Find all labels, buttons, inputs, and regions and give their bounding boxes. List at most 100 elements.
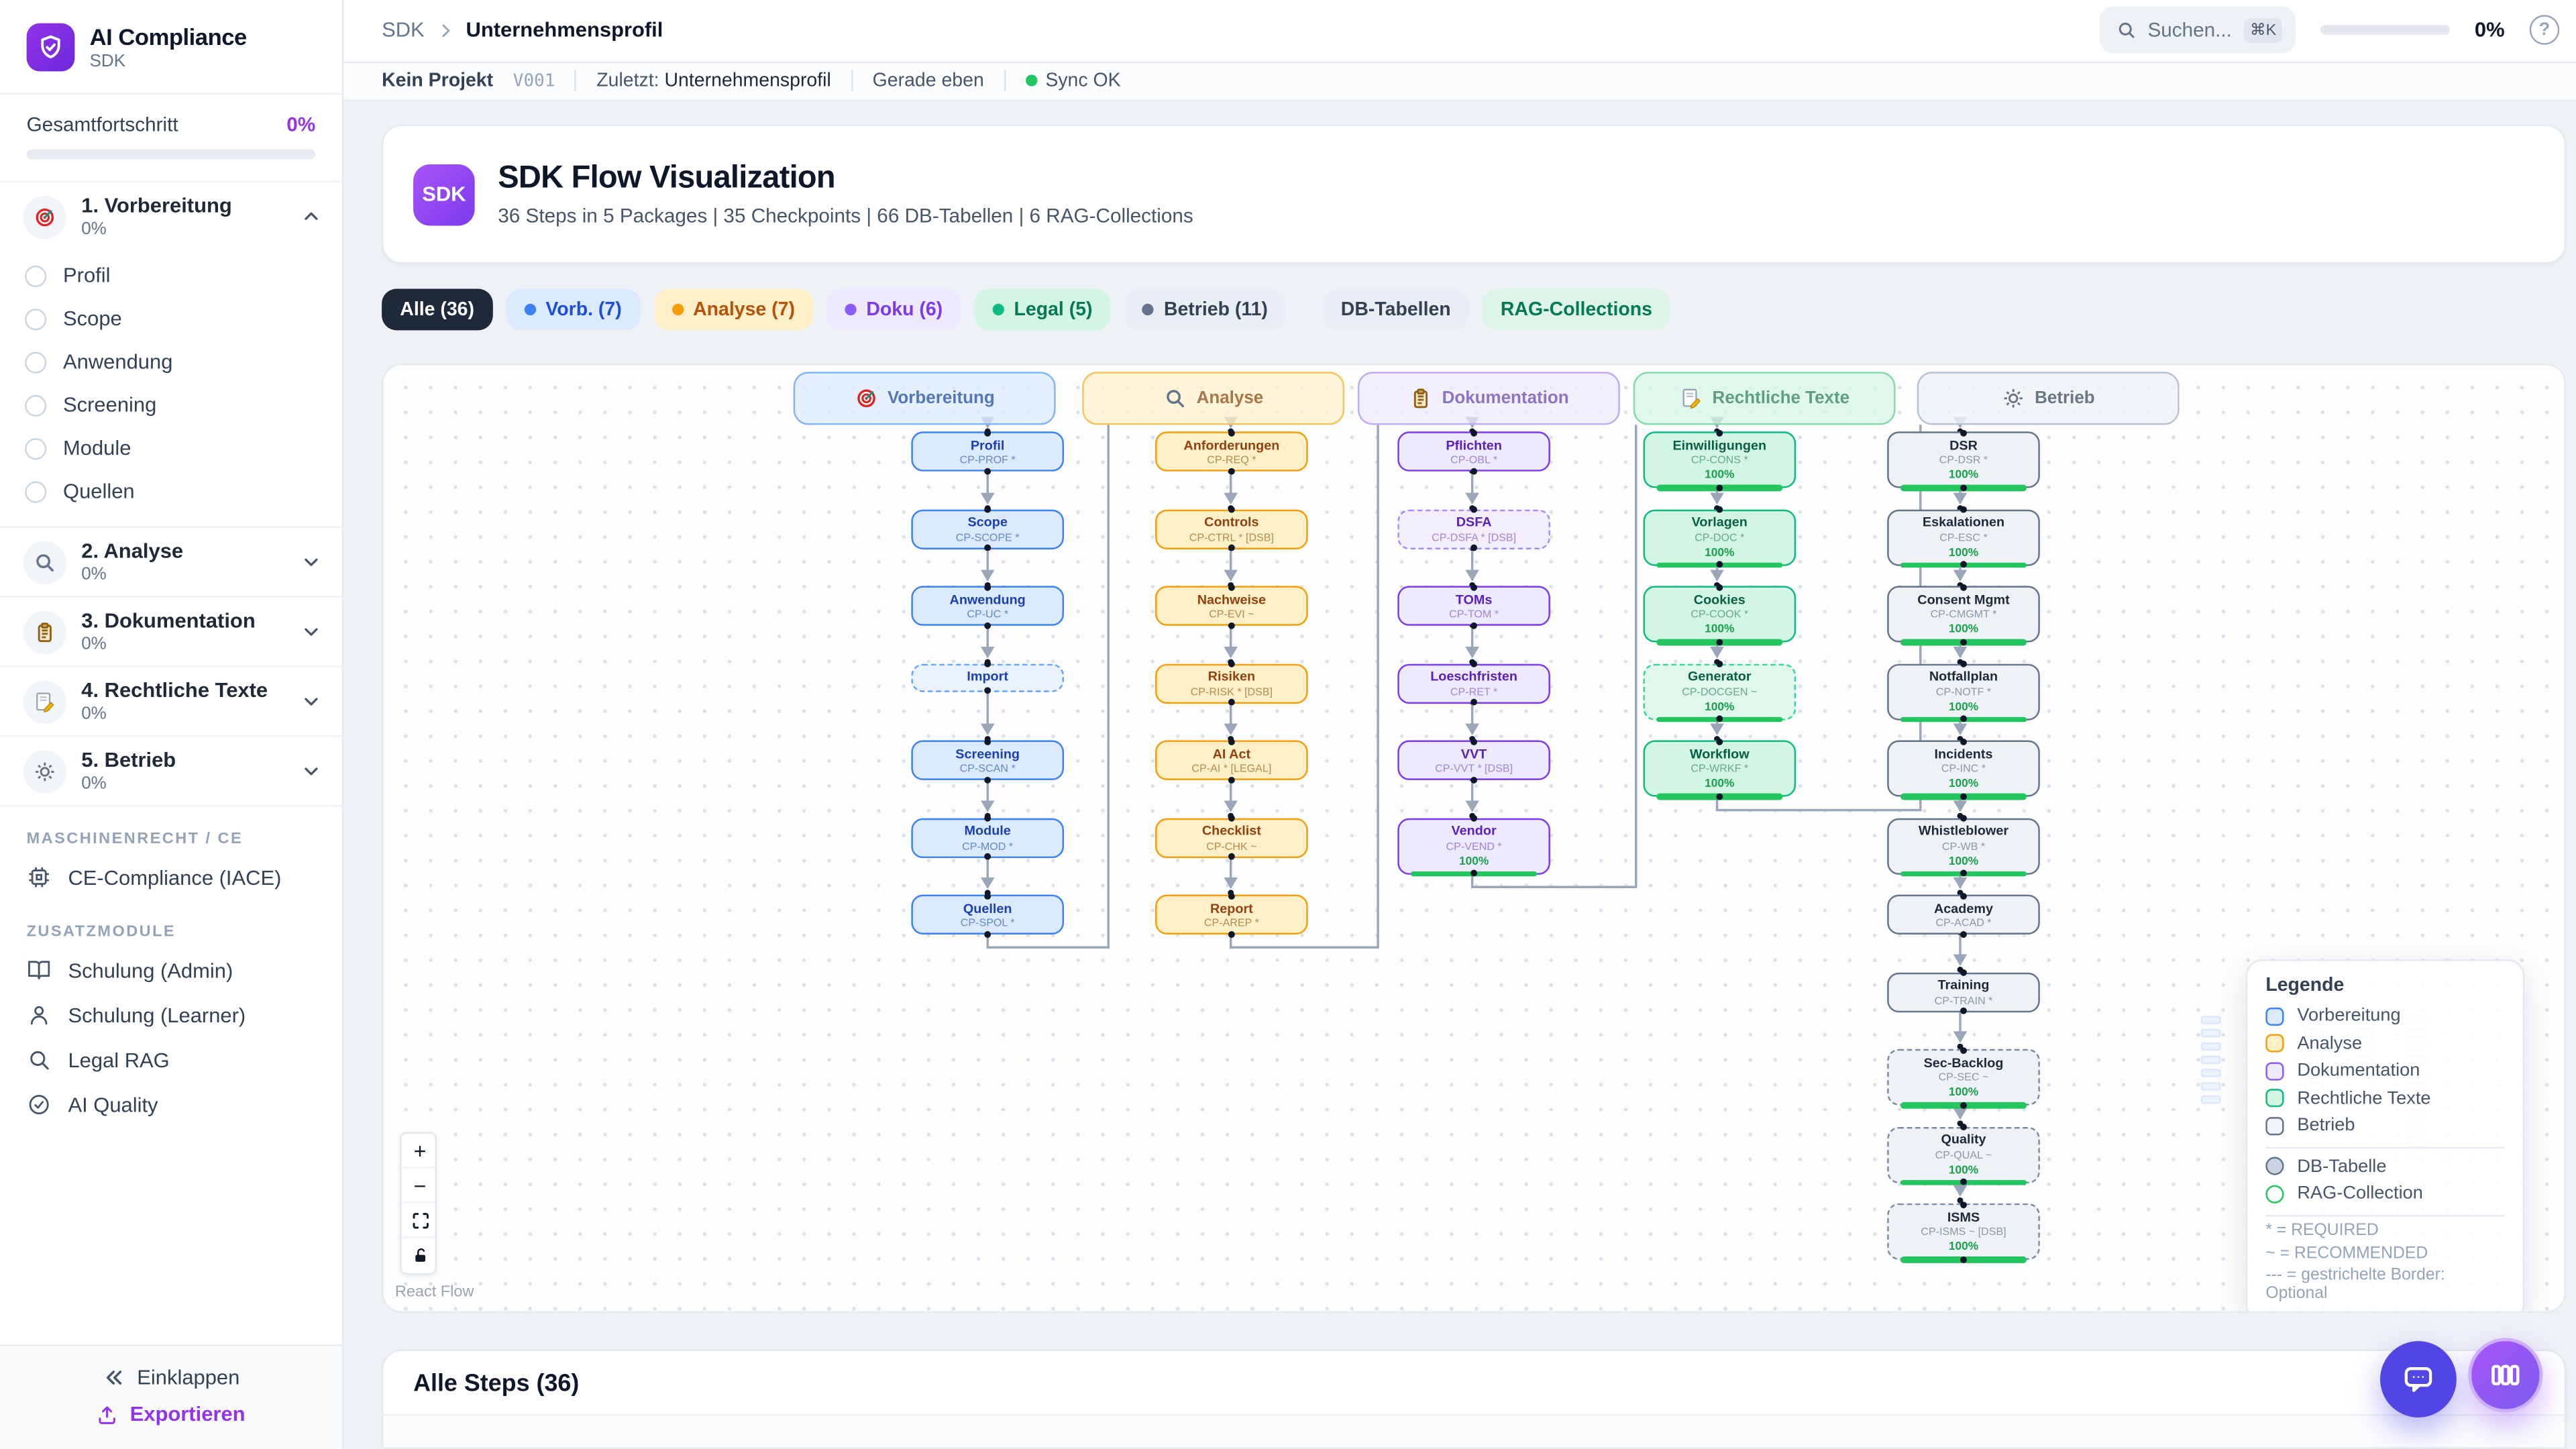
flow-node-module[interactable]: Module CP-MOD * [911, 814, 1064, 860]
filter-chip-legal[interactable]: Legal (5) [974, 288, 1111, 331]
flow-node-scope[interactable]: Scope CP-SCOPE * [911, 506, 1064, 551]
flow-node-quality[interactable]: Quality CP-QUAL ~ 100% [1887, 1124, 2040, 1186]
flow-node-ai-act[interactable]: AI Act CP-AI * [LEGAL] [1155, 737, 1308, 783]
flow-node-training[interactable]: Training CP-TRAIN * [1887, 969, 2040, 1014]
sidebar-section-1[interactable]: 1. Vorbereitung 0% [0, 182, 342, 250]
node-title: Import [967, 669, 1008, 684]
flow-node-notfallplan[interactable]: Notfallplan CP-NOTF * 100% [1887, 660, 2040, 723]
flow-node-consent-mgmt[interactable]: Consent Mgmt CP-CMGMT * 100% [1887, 583, 2040, 646]
sidebar-item-profil[interactable]: Profil [0, 254, 342, 297]
lock-button[interactable] [401, 1238, 435, 1273]
flow-node-dsr[interactable]: DSR CP-DSR * 100% [1887, 429, 2040, 492]
memo-icon [1679, 386, 1703, 410]
sidebar-item-ce-compliance-iace-[interactable]: CE-Compliance (IACE) [0, 855, 342, 900]
filter-chip-doku[interactable]: Doku (6) [826, 288, 961, 331]
filter-chip-betrieb[interactable]: Betrieb (11) [1124, 288, 1287, 331]
app-subtitle: SDK [89, 51, 126, 72]
collapse-sidebar-button[interactable]: Einklappen [102, 1366, 239, 1389]
magnifier-icon [23, 540, 66, 584]
breadcrumb-root[interactable]: SDK [382, 19, 425, 42]
sidebar-item-scope[interactable]: Scope [0, 297, 342, 340]
flow-node-anwendung[interactable]: Anwendung CP-UC * [911, 583, 1064, 629]
flow-node-incidents[interactable]: Incidents CP-INC * 100% [1887, 737, 2040, 800]
sidebar-item-schulung-learner-[interactable]: Schulung (Learner) [0, 993, 342, 1038]
sidebar-section-label: 3. Dokumentation [81, 609, 256, 633]
flow-node-toms[interactable]: TOMs CP-TOM * [1397, 583, 1550, 629]
node-code: CP-VEND * [1446, 841, 1502, 853]
search-input[interactable]: Suchen... ⌘K [2099, 7, 2296, 54]
check-circle-icon [27, 1092, 52, 1117]
sidebar-section-4[interactable]: 4. Rechtliche Texte 0% [0, 667, 342, 735]
chat-fab[interactable] [2380, 1341, 2457, 1417]
flow-node-import[interactable]: Import [911, 660, 1064, 694]
flow-node-screening[interactable]: Screening CP-SCAN * [911, 737, 1064, 783]
sidebar-item-schulung-admin-[interactable]: Schulung (Admin) [0, 948, 342, 993]
sidebar-item-anwendung[interactable]: Anwendung [0, 340, 342, 383]
flow-node-vvt[interactable]: VVT CP-VVT * [DSB] [1397, 737, 1550, 783]
overall-progress-bar [26, 149, 316, 160]
flow-canvas[interactable]: Vorbereitung Profil CP-PROF * Scope CP-SCOPE… [382, 363, 2567, 1313]
sidebar-item-screening[interactable]: Screening [0, 384, 342, 427]
zoom-in-button[interactable]: + [401, 1133, 435, 1169]
minimap-node [2200, 1029, 2221, 1038]
flow-node-eskalationen[interactable]: Eskalationen CP-ESC * 100% [1887, 506, 2040, 569]
flow-node-generator[interactable]: Generator CP-DOCGEN ~ 100% [1643, 660, 1796, 723]
flow-node-loeschfristen[interactable]: Loeschfristen CP-RET * [1397, 660, 1550, 706]
flow-node-pflichten[interactable]: Pflichten CP-OBL * [1397, 429, 1550, 474]
page-title: SDK Flow Visualization [498, 161, 835, 196]
flow-node-workflow[interactable]: Workflow CP-WRKF * 100% [1643, 737, 1796, 800]
flow-node-nachweise[interactable]: Nachweise CP-EVI ~ [1155, 583, 1308, 629]
filter-chip-rag[interactable]: RAG-Collections [1482, 288, 1671, 331]
sidebar-item-ai-quality[interactable]: AI Quality [0, 1082, 342, 1127]
flow-node-isms[interactable]: ISMS CP-ISMS ~ [DSB] 100% [1887, 1201, 2040, 1263]
node-code: CP-CHK ~ [1206, 841, 1257, 853]
filter-chip-db[interactable]: DB-Tabellen [1322, 288, 1469, 331]
node-title: Scope [967, 515, 1008, 530]
flow-node-vendor[interactable]: Vendor CP-VEND * 100% [1397, 814, 1550, 877]
flow-node-anforderungen[interactable]: Anforderungen CP-REQ * [1155, 429, 1308, 474]
sidebar-item-label: Legal RAG [68, 1048, 170, 1072]
filter-chip-vorbereitung[interactable]: Vorb. (7) [506, 288, 640, 331]
filter-chip-all[interactable]: Alle (36) [382, 288, 493, 331]
node-progress-bar [1900, 1179, 2027, 1186]
overall-progress: Gesamtfortschritt 0% [0, 95, 342, 183]
flow-node-report[interactable]: Report CP-AREP * [1155, 892, 1308, 937]
flow-group-header-legal[interactable]: Rechtliche Texte [1633, 372, 1896, 425]
help-icon[interactable]: ? [2529, 15, 2560, 46]
overall-progress-value: 0% [286, 113, 316, 136]
flow-node-profil[interactable]: Profil CP-PROF * [911, 429, 1064, 474]
board-view-fab[interactable] [2468, 1338, 2543, 1413]
sidebar-item-quellen[interactable]: Quellen [0, 470, 342, 513]
flow-group-header-doku[interactable]: Dokumentation [1357, 372, 1620, 425]
sidebar-section-3[interactable]: 3. Dokumentation 0% [0, 598, 342, 665]
sidebar-section-5[interactable]: 5. Betrieb 0% [0, 737, 342, 805]
node-title: Controls [1204, 515, 1259, 530]
chevron-right-icon [436, 21, 454, 40]
sidebar-item-module[interactable]: Module [0, 427, 342, 470]
sidebar-section-2[interactable]: 2. Analyse 0% [0, 528, 342, 596]
flow-node-checklist[interactable]: Checklist CP-CHK ~ [1155, 814, 1308, 860]
export-button[interactable]: Exportieren [97, 1403, 246, 1426]
flow-node-sec-backlog[interactable]: Sec-Backlog CP-SEC ~ 100% [1887, 1046, 2040, 1109]
steps-row[interactable] [383, 1414, 2565, 1448]
flow-node-einwilligungen[interactable]: Einwilligungen CP-CONS * 100% [1643, 429, 1796, 492]
flow-node-controls[interactable]: Controls CP-CTRL * [DSB] [1155, 506, 1308, 551]
flow-node-quellen[interactable]: Quellen CP-SPOL * [911, 892, 1064, 937]
sidebar-section-percent: 0% [81, 704, 107, 724]
flow-node-vorlagen[interactable]: Vorlagen CP-DOC * 100% [1643, 506, 1796, 569]
legend-item-analyse: Analyse [2265, 1033, 2504, 1053]
flow-group-header-vorbereitung[interactable]: Vorbereitung [793, 372, 1056, 425]
sidebar-section-percent: 0% [81, 219, 107, 239]
filter-chip-analyse[interactable]: Analyse (7) [653, 288, 814, 331]
fit-view-button[interactable] [401, 1203, 435, 1238]
flow-node-cookies[interactable]: Cookies CP-COOK * 100% [1643, 583, 1796, 646]
flow-group-header-betrieb[interactable]: Betrieb [1917, 372, 2180, 425]
flow-node-academy[interactable]: Academy CP-ACAD * [1887, 892, 2040, 937]
flow-node-dsfa[interactable]: DSFA CP-DSFA * [DSB] [1397, 506, 1550, 551]
shield-check-icon [26, 23, 75, 72]
sidebar-item-legal-rag[interactable]: Legal RAG [0, 1037, 342, 1082]
zoom-out-button[interactable]: − [401, 1168, 435, 1203]
flow-group-header-analyse[interactable]: Analyse [1082, 372, 1345, 425]
flow-node-whistleblower[interactable]: Whistleblower CP-WB * 100% [1887, 814, 2040, 877]
flow-node-risiken[interactable]: Risiken CP-RISK * [DSB] [1155, 660, 1308, 706]
